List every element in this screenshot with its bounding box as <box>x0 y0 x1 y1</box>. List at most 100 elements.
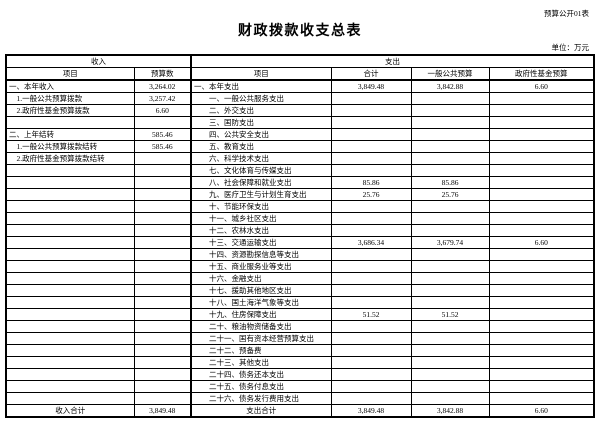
table-cell <box>5 272 135 285</box>
table-cell <box>488 272 595 285</box>
table-cell <box>488 176 595 189</box>
table-cell: 九、医疗卫生与计划生育支出 <box>190 188 332 201</box>
table-cell <box>488 356 595 369</box>
table-cell: 十四、资源勘探信息等支出 <box>190 248 332 261</box>
table-cell: 十六、金融支出 <box>190 272 332 285</box>
table-cell: 二十二、预备费 <box>190 344 332 357</box>
table-row: 二十、粮油物资储备支出 <box>5 320 595 333</box>
table-cell <box>410 164 490 177</box>
table-cell <box>410 380 490 393</box>
column-header: 项目 <box>5 67 135 81</box>
table-cell: 3,686.34 <box>330 236 412 249</box>
table-cell <box>410 332 490 345</box>
table-cell: 3,849.48 <box>330 79 412 93</box>
table-cell <box>133 308 192 321</box>
table-cell: 十三、交通运输支出 <box>190 236 332 249</box>
table-cell <box>5 356 135 369</box>
table-cell <box>133 260 192 273</box>
table-cell <box>330 212 412 225</box>
table-row: 二、上年结转 585.46 四、公共安全支出 <box>5 128 595 141</box>
table-row: 十八、国土海洋气象等支出 <box>5 296 595 309</box>
table-cell <box>133 392 192 405</box>
table-cell <box>5 176 135 189</box>
table-cell <box>488 92 595 105</box>
table-cell <box>488 140 595 153</box>
table-cell: 十二、农林水支出 <box>190 224 332 237</box>
column-header-row: 项目 预算数 项目 合计 一般公共预算 政府性基金预算 <box>5 67 595 81</box>
table-cell: 6.60 <box>488 236 595 249</box>
table-cell <box>488 128 595 141</box>
table-cell: 二十三、其他支出 <box>190 356 332 369</box>
table-cell: 1.一般公共预算拨款结转 <box>5 140 135 153</box>
table-cell <box>488 104 595 117</box>
table-cell <box>330 260 412 273</box>
table-cell <box>133 236 192 249</box>
table-row: 十九、住房保障支出 51.52 51.52 <box>5 308 595 321</box>
column-header: 预算数 <box>133 67 192 81</box>
table-cell <box>488 320 595 333</box>
table-cell <box>5 344 135 357</box>
table-row: 十三、交通运输支出 3,686.34 3,679.74 6.60 <box>5 236 595 249</box>
column-header: 政府性基金预算 <box>488 67 595 81</box>
budget-table: 收入 支出 项目 预算数 项目 合计 一般公共预算 政府性基金预算 一、本年收入 3,264… <box>5 54 595 418</box>
table-cell: 6.60 <box>133 104 192 117</box>
table-row: 九、医疗卫生与计划生育支出 25.76 25.76 <box>5 188 595 201</box>
table-cell <box>488 284 595 297</box>
table-cell: 二十、粮油物资储备支出 <box>190 320 332 333</box>
table-cell <box>488 296 595 309</box>
table-cell <box>410 200 490 213</box>
table-cell: 3,842.88 <box>410 404 490 418</box>
table-row: 十一、城乡社区支出 <box>5 212 595 225</box>
table-cell <box>330 92 412 105</box>
table-cell <box>488 212 595 225</box>
table-cell <box>330 200 412 213</box>
table-cell <box>5 308 135 321</box>
table-cell <box>5 164 135 177</box>
expense-section-header: 支出 <box>190 54 595 68</box>
table-cell: 二十一、国有资本经营预算支出 <box>190 332 332 345</box>
total-row: 收入合计 3,849.48 支出合计 3,849.48 3,842.88 6.60 <box>5 404 595 418</box>
income-section-header: 收入 <box>5 54 192 68</box>
table-cell <box>330 368 412 381</box>
table-cell <box>133 200 192 213</box>
table-cell: 51.52 <box>330 308 412 321</box>
table-cell: 二十五、债务付息支出 <box>190 380 332 393</box>
table-cell <box>5 392 135 405</box>
table-cell <box>330 332 412 345</box>
table-row: 十四、资源勘探信息等支出 <box>5 248 595 261</box>
table-cell: 3,257.42 <box>133 92 192 105</box>
table-cell: 收入合计 <box>5 404 135 418</box>
table-cell: 支出合计 <box>190 404 332 418</box>
page-title: 财政拨款收支总表 <box>238 24 362 39</box>
table-cell <box>330 380 412 393</box>
table-cell <box>5 248 135 261</box>
table-row: 一、本年收入 3,264.02 一、本年支出 3,849.48 3,842.88 6.60 <box>5 79 595 93</box>
table-cell <box>133 164 192 177</box>
table-cell: 85.86 <box>410 176 490 189</box>
table-cell: 25.76 <box>410 188 490 201</box>
table-cell <box>410 152 490 165</box>
table-cell <box>133 368 192 381</box>
table-cell <box>410 260 490 273</box>
table-cell <box>330 164 412 177</box>
table-cell: 2.政府性基金预算拨款结转 <box>5 152 135 165</box>
table-cell <box>488 248 595 261</box>
table-cell: 2.政府性基金预算拨款 <box>5 104 135 117</box>
table-cell <box>488 344 595 357</box>
table-cell <box>330 224 412 237</box>
table-cell <box>330 140 412 153</box>
table-cell <box>330 272 412 285</box>
table-cell <box>5 332 135 345</box>
table-cell <box>133 224 192 237</box>
table-cell: 三、国防支出 <box>190 116 332 129</box>
table-cell <box>410 320 490 333</box>
table-cell <box>5 200 135 213</box>
table-cell <box>330 296 412 309</box>
table-cell <box>5 116 135 129</box>
table-cell <box>5 380 135 393</box>
table-cell: 二、上年结转 <box>5 128 135 141</box>
table-cell <box>133 188 192 201</box>
table-cell <box>410 140 490 153</box>
table-cell <box>330 128 412 141</box>
table-cell <box>330 356 412 369</box>
